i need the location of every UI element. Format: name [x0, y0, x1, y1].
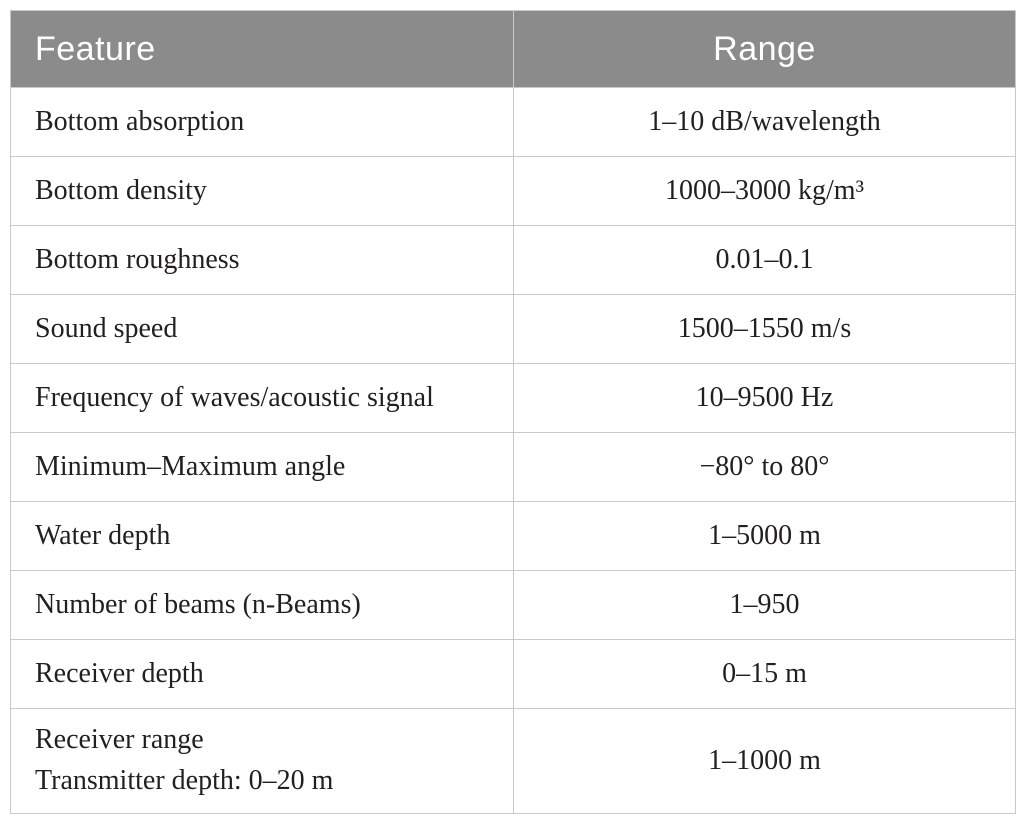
parameters-table: Feature Range Bottom absorption 1–10 dB/…: [10, 10, 1016, 814]
table-row: Sound speed 1500–1550 m/s: [11, 294, 1015, 363]
feature-cell: Frequency of waves/acoustic signal: [35, 381, 434, 413]
table-row: Number of beams (n-Beams) 1–950: [11, 570, 1015, 639]
table-row: Frequency of waves/acoustic signal 10–95…: [11, 363, 1015, 432]
table-row: Bottom density 1000–3000 kg/m³: [11, 156, 1015, 225]
column-header-feature: Feature: [35, 29, 156, 68]
range-cell: 1000–3000 kg/m³: [513, 157, 1015, 225]
table-row: Receiver range Transmitter depth: 0–20 m…: [11, 708, 1015, 813]
feature-cell: Sound speed: [35, 312, 178, 344]
range-cell: 10–9500 Hz: [513, 364, 1015, 432]
feature-cell: Minimum–Maximum angle: [35, 450, 346, 482]
feature-cell: Water depth: [35, 519, 171, 551]
table-row: Bottom absorption 1–10 dB/wavelength: [11, 87, 1015, 156]
feature-cell: Bottom roughness: [35, 243, 240, 275]
range-cell: 1–1000 m: [513, 709, 1015, 813]
feature-cell: Receiver range Transmitter depth: 0–20 m: [35, 724, 334, 796]
column-header-range: Range: [513, 11, 1015, 87]
feature-cell: Bottom absorption: [35, 105, 245, 137]
table-row: Water depth 1–5000 m: [11, 501, 1015, 570]
range-cell: 0–15 m: [513, 640, 1015, 708]
table-header-row: Feature Range: [11, 11, 1015, 87]
range-cell: 1–950: [513, 571, 1015, 639]
feature-cell: Receiver depth: [35, 657, 204, 689]
range-cell: 1–5000 m: [513, 502, 1015, 570]
range-cell: 1500–1550 m/s: [513, 295, 1015, 363]
range-cell: 1–10 dB/wavelength: [513, 88, 1015, 156]
range-cell: 0.01–0.1: [513, 226, 1015, 294]
range-cell: −80° to 80°: [513, 433, 1015, 501]
table-row: Receiver depth 0–15 m: [11, 639, 1015, 708]
table-row: Minimum–Maximum angle −80° to 80°: [11, 432, 1015, 501]
feature-cell: Number of beams (n-Beams): [35, 588, 361, 620]
feature-cell: Bottom density: [35, 174, 207, 206]
table-row: Bottom roughness 0.01–0.1: [11, 225, 1015, 294]
